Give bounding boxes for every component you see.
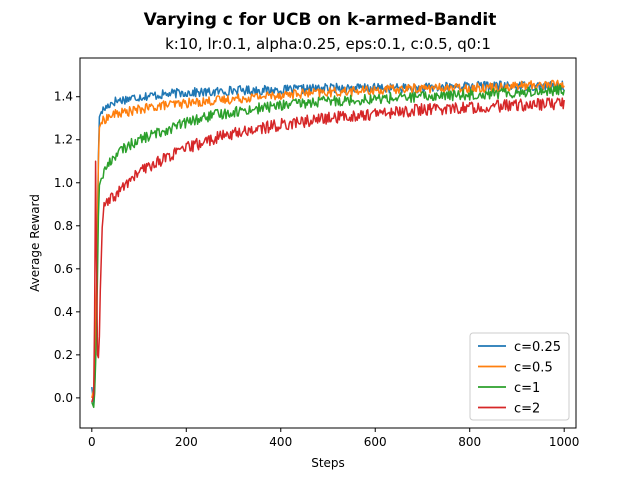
x-tick-label: 800 bbox=[458, 435, 481, 449]
x-axis-ticks: 0 200 400 600 800 1000 bbox=[88, 428, 579, 449]
y-tick-label: 0.4 bbox=[54, 305, 73, 319]
y-tick-label: 0.6 bbox=[54, 262, 73, 276]
y-tick-label: 0.0 bbox=[54, 391, 73, 405]
x-tick-label: 400 bbox=[269, 435, 292, 449]
series-line-2 bbox=[91, 79, 565, 399]
x-tick-label: 600 bbox=[364, 435, 387, 449]
plot-frame bbox=[79, 57, 577, 429]
y-tick-label: 1.2 bbox=[54, 133, 73, 147]
x-tick-label: 0 bbox=[88, 435, 96, 449]
plot-lines bbox=[91, 79, 565, 409]
y-tick-label: 1.4 bbox=[54, 90, 73, 104]
chart-title: Varying c for UCB on k-armed-Bandit bbox=[144, 10, 497, 30]
legend-entry-label: c=2 bbox=[514, 402, 540, 417]
series-line-3 bbox=[91, 84, 565, 409]
x-tick-label: 1000 bbox=[549, 435, 580, 449]
legend-entry-label: c=1 bbox=[514, 381, 540, 396]
x-tick-label: 200 bbox=[175, 435, 198, 449]
y-tick-label: 0.2 bbox=[54, 348, 73, 362]
series-line-4 bbox=[91, 97, 565, 403]
y-axis-ticks: 0.0 0.2 0.4 0.6 0.8 1.0 1.2 1.4 bbox=[54, 90, 80, 405]
x-axis-label: Steps bbox=[311, 456, 345, 470]
legend-box bbox=[469, 332, 570, 421]
legend-entry-label: c=0.25 bbox=[514, 340, 561, 355]
legend: c=0.25 c=0.5 c=1 c=2 bbox=[469, 332, 570, 421]
y-tick-label: 1.0 bbox=[54, 176, 73, 190]
y-axis-label: Average Reward bbox=[28, 194, 42, 292]
chart-subtitle: k:10, lr:0.1, alpha:0.25, eps:0.1, c:0.5… bbox=[165, 35, 491, 53]
legend-entry-label: c=0.5 bbox=[514, 361, 553, 376]
y-tick-label: 0.8 bbox=[54, 219, 73, 233]
